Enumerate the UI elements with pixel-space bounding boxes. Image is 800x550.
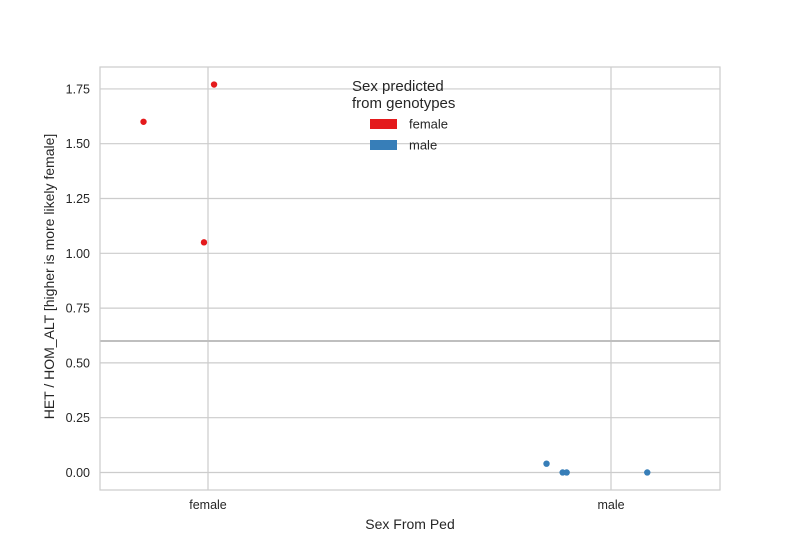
y-tick-label: 0.50	[66, 356, 90, 370]
y-tick-label: 1.25	[66, 192, 90, 206]
point-female	[140, 118, 147, 125]
legend-label-female: female	[409, 117, 448, 132]
legend: Sex predicted from genotypes female male	[352, 78, 455, 153]
x-tick-label-male: male	[597, 498, 624, 512]
plot-frame	[99, 66, 721, 491]
y-tick-label: 1.50	[66, 137, 90, 151]
x-tick-labels: female male	[189, 498, 624, 512]
y-tick-label: 0.75	[66, 302, 90, 316]
legend-swatch-female	[370, 119, 397, 129]
point-female	[200, 239, 208, 246]
point-male	[644, 469, 651, 476]
point-male	[563, 469, 570, 476]
x-tick-label-female: female	[189, 498, 227, 512]
legend-title-line-1: Sex predicted	[352, 78, 444, 95]
legend-label-male: male	[409, 138, 437, 153]
x-axis-label: Sex From Ped	[365, 516, 454, 532]
point-male	[543, 460, 550, 467]
y-tick-label: 0.25	[66, 411, 90, 425]
y-tick-label: 1.00	[66, 247, 90, 261]
y-tick-label: 1.75	[66, 82, 90, 96]
data-points	[140, 81, 651, 476]
y-axis-label: HET / HOM_ALT [higher is more likely fem…	[41, 134, 57, 420]
y-tick-labels: 0.00 0.25 0.50 0.75 1.00 1.25 1.50 1.75	[66, 82, 90, 480]
point-female	[210, 81, 218, 88]
grid-lines	[100, 67, 720, 490]
legend-title-line-2: from genotypes	[352, 95, 455, 112]
legend-swatch-male	[370, 140, 397, 150]
y-tick-label: 0.00	[66, 466, 90, 480]
